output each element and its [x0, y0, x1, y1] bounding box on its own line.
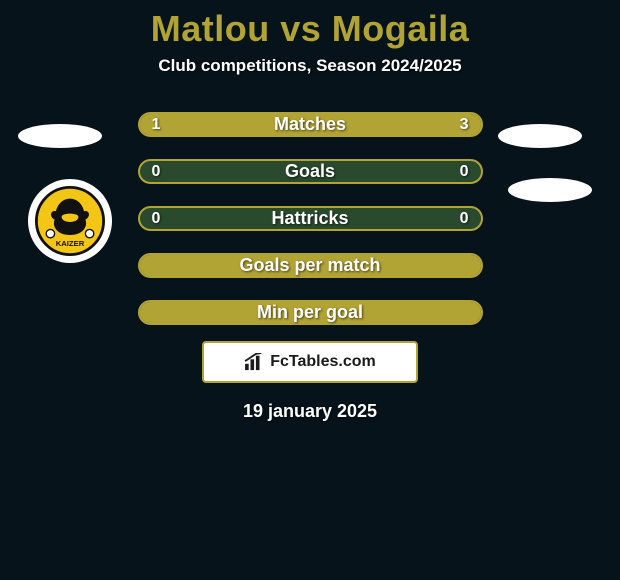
subtitle: Club competitions, Season 2024/2025 [0, 56, 620, 76]
date-text: 19 january 2025 [0, 401, 620, 422]
source-badge: FcTables.com [202, 341, 418, 383]
stat-bar: Goals0 0 [138, 159, 483, 184]
infographic: Matlou vs Mogaila Club competitions, Sea… [0, 0, 620, 580]
bar-label: Hattricks [140, 208, 481, 229]
stat-bar: Hattricks0 0 [138, 206, 483, 231]
bar-value-right: 0 [460, 163, 469, 181]
svg-text:KAIZER: KAIZER [56, 239, 85, 248]
club-badge-left: KAIZER [28, 179, 112, 263]
bar-value-right: 0 [460, 210, 469, 228]
bar-label: Matches [140, 114, 481, 135]
player-placeholder-right-mid [508, 178, 592, 202]
bar-label: Goals per match [140, 255, 481, 276]
bar-label: Goals [140, 161, 481, 182]
page-title: Matlou vs Mogaila [0, 0, 620, 50]
bar-chart-icon [244, 353, 266, 371]
stat-bar: Min per goal [138, 300, 483, 325]
bar-value-right: 3 [460, 116, 469, 134]
stat-bar: Goals per match [138, 253, 483, 278]
bar-label: Min per goal [140, 302, 481, 323]
source-badge-text: FcTables.com [270, 353, 376, 371]
bar-value-left: 0 [152, 163, 161, 181]
stat-bar: Matches1 3 [138, 112, 483, 137]
bar-value-left: 0 [152, 210, 161, 228]
player-placeholder-right-top [498, 124, 582, 148]
player-placeholder-left [18, 124, 102, 148]
bar-value-left: 1 [152, 116, 161, 134]
kaizer-chiefs-icon: KAIZER [35, 186, 105, 256]
